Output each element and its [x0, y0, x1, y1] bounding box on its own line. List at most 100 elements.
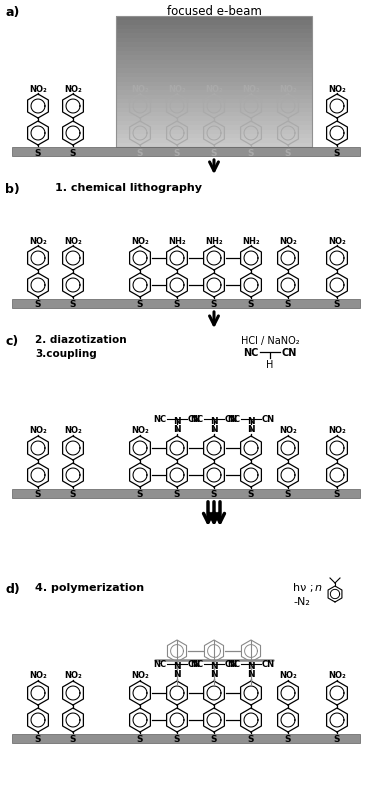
- Text: N: N: [247, 424, 255, 433]
- Text: NO₂: NO₂: [131, 426, 149, 435]
- Text: NC: NC: [153, 660, 166, 669]
- Text: S: S: [285, 490, 291, 499]
- Text: 1. chemical lithography: 1. chemical lithography: [55, 183, 202, 192]
- Text: S: S: [35, 490, 41, 499]
- Text: NH₂: NH₂: [242, 237, 260, 245]
- Text: S: S: [211, 735, 217, 743]
- Text: S: S: [211, 300, 217, 309]
- Text: NO₂: NO₂: [29, 670, 47, 679]
- Bar: [116, 113, 312, 117]
- Text: N: N: [173, 416, 181, 426]
- Text: CN: CN: [262, 660, 275, 669]
- Bar: [116, 91, 312, 95]
- Bar: [116, 131, 312, 135]
- Bar: [116, 65, 312, 69]
- Bar: [116, 139, 312, 144]
- Text: NO₂: NO₂: [29, 237, 47, 245]
- Text: S: S: [137, 735, 143, 743]
- Text: NO₂: NO₂: [242, 84, 260, 93]
- Text: a): a): [5, 6, 19, 19]
- Text: d): d): [5, 582, 20, 595]
- Text: NO₂: NO₂: [29, 84, 47, 93]
- Bar: [116, 43, 312, 47]
- Text: CN: CN: [282, 347, 298, 358]
- Text: S: S: [211, 148, 217, 157]
- Text: NO₂: NO₂: [328, 84, 346, 93]
- Text: N: N: [173, 424, 181, 433]
- Text: NO₂: NO₂: [64, 426, 82, 435]
- Bar: [116, 61, 312, 65]
- Bar: [116, 95, 312, 99]
- Bar: [116, 144, 312, 148]
- Bar: [116, 135, 312, 139]
- Text: N: N: [173, 669, 181, 678]
- Text: S: S: [70, 490, 76, 499]
- Text: S: S: [334, 300, 340, 309]
- Text: S: S: [174, 300, 180, 309]
- Bar: [116, 17, 312, 148]
- Text: NO₂: NO₂: [131, 670, 149, 679]
- Bar: [116, 34, 312, 38]
- Text: S: S: [174, 735, 180, 743]
- Text: S: S: [137, 148, 143, 157]
- Text: NC: NC: [243, 347, 258, 358]
- Text: NO₂: NO₂: [205, 84, 223, 93]
- Text: CN: CN: [188, 415, 201, 424]
- Text: NC: NC: [227, 415, 240, 424]
- Bar: [116, 47, 312, 52]
- Bar: [116, 30, 312, 34]
- Text: -N₂: -N₂: [293, 596, 310, 606]
- Bar: [116, 126, 312, 131]
- Bar: [116, 87, 312, 91]
- Text: NC: NC: [227, 660, 240, 669]
- Bar: [116, 56, 312, 61]
- Text: S: S: [70, 300, 76, 309]
- Bar: [116, 117, 312, 122]
- Text: S: S: [137, 300, 143, 309]
- Bar: [116, 17, 312, 22]
- Bar: [116, 83, 312, 87]
- Bar: [116, 52, 312, 56]
- Text: 2. diazotization: 2. diazotization: [35, 334, 127, 345]
- Text: N: N: [210, 661, 218, 670]
- Text: N: N: [210, 416, 218, 426]
- Bar: [116, 26, 312, 30]
- Text: CN: CN: [225, 415, 238, 424]
- Bar: [12, 489, 360, 498]
- Text: S: S: [70, 148, 76, 157]
- Text: N: N: [173, 661, 181, 670]
- Text: NO₂: NO₂: [131, 84, 149, 93]
- Text: S: S: [211, 490, 217, 499]
- Text: 3.coupling: 3.coupling: [35, 349, 97, 358]
- Text: NO₂: NO₂: [279, 426, 297, 435]
- Bar: [116, 74, 312, 78]
- Text: S: S: [174, 148, 180, 157]
- Text: N: N: [210, 424, 218, 433]
- Bar: [116, 122, 312, 126]
- Text: NO₂: NO₂: [29, 426, 47, 435]
- Text: NC: NC: [190, 415, 203, 424]
- Text: CN: CN: [262, 415, 275, 424]
- Text: NO₂: NO₂: [328, 237, 346, 245]
- Text: S: S: [285, 735, 291, 743]
- Text: NO₂: NO₂: [168, 84, 186, 93]
- Text: NO₂: NO₂: [328, 670, 346, 679]
- Text: b): b): [5, 183, 20, 196]
- Text: CN: CN: [225, 660, 238, 669]
- Text: NO₂: NO₂: [279, 84, 297, 93]
- Text: NC: NC: [153, 415, 166, 424]
- Text: NC: NC: [190, 660, 203, 669]
- Text: N: N: [247, 416, 255, 426]
- Text: NO₂: NO₂: [64, 670, 82, 679]
- Text: S: S: [285, 300, 291, 309]
- Text: N: N: [210, 669, 218, 678]
- Bar: [116, 99, 312, 104]
- Text: n: n: [315, 582, 322, 592]
- Bar: [116, 69, 312, 74]
- Text: H: H: [266, 359, 274, 370]
- Bar: [116, 108, 312, 113]
- Text: hν ;: hν ;: [293, 582, 317, 592]
- Bar: [116, 38, 312, 43]
- Text: NO₂: NO₂: [279, 237, 297, 245]
- Text: S: S: [248, 490, 254, 499]
